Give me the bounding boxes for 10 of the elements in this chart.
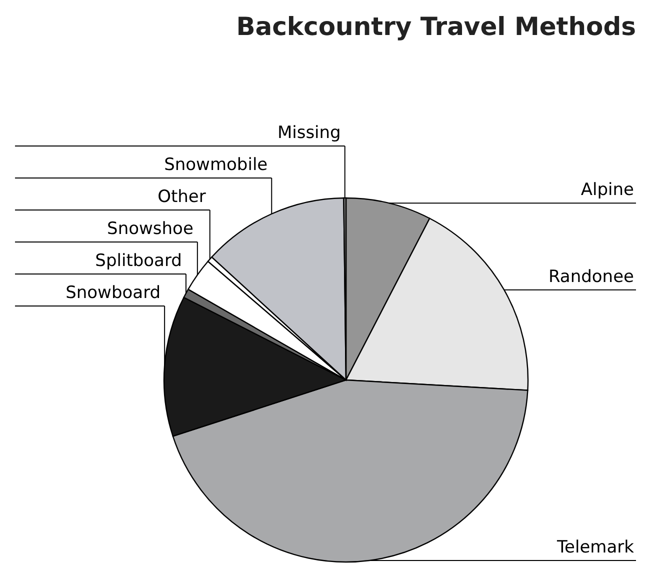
- slice-label: Telemark: [556, 537, 634, 558]
- slice-label: Missing: [277, 123, 341, 143]
- slice-label: Snowmobile: [164, 155, 268, 175]
- slice-label: Other: [158, 187, 206, 207]
- slice-label: Snowshoe: [107, 219, 194, 239]
- slice-label: Randonee: [548, 266, 634, 287]
- slice-label: Alpine: [580, 180, 634, 200]
- chart-title: Backcountry Travel Methods: [236, 12, 636, 41]
- slice-label: Splitboard: [95, 251, 182, 271]
- slice-label: Snowboard: [66, 283, 161, 303]
